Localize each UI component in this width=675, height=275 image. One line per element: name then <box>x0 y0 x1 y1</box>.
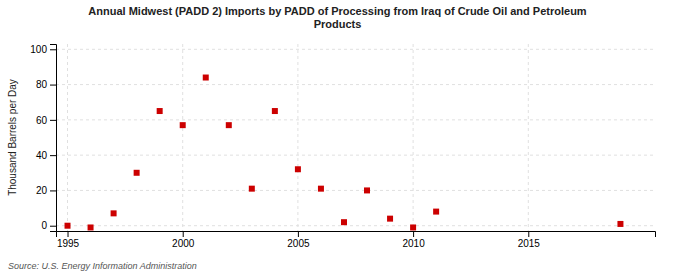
x-tick-label: 2005 <box>287 238 310 249</box>
point <box>88 224 94 230</box>
y-tick-label: 40 <box>36 150 48 161</box>
y-tick: 80 <box>36 79 56 90</box>
point <box>226 122 232 128</box>
point <box>157 108 163 114</box>
plot: 1995 2000 2005 2010 2015 0 20 40 60 80 100 Thousand… <box>7 44 656 249</box>
x-tick-mark <box>298 231 299 237</box>
grid <box>56 44 655 231</box>
x-tick-mark <box>68 231 69 237</box>
grid-line-y <box>56 155 655 156</box>
y-tick-mark <box>50 120 56 121</box>
y-tick-label: 20 <box>36 185 48 196</box>
point <box>111 210 117 216</box>
y-tick: 0 <box>41 220 56 231</box>
x-tick: 2005 <box>287 231 310 249</box>
grid-line-x <box>67 44 68 231</box>
x-axis-line <box>57 232 656 238</box>
x-tick-mark <box>528 231 529 237</box>
grid-line-x <box>528 44 529 231</box>
points <box>65 75 624 231</box>
y-tick-label: 100 <box>30 44 47 55</box>
point <box>341 219 347 225</box>
y-tick: 20 <box>36 185 56 196</box>
grid-line-y <box>56 119 655 120</box>
point <box>318 186 324 192</box>
y-axis-title: Thousand Barrels per Day <box>7 79 18 196</box>
point <box>295 166 301 172</box>
x-tick-mark <box>413 231 414 237</box>
grid-line-x <box>182 44 183 231</box>
title: Annual Midwest (PADD 2) Imports by PADD … <box>88 5 587 30</box>
y-tick-label: 60 <box>36 115 48 126</box>
y-tick-mark <box>50 190 56 191</box>
point <box>134 170 140 176</box>
y-tick-mark <box>50 49 56 50</box>
point <box>249 186 255 192</box>
point <box>203 75 209 81</box>
y-tick-mark <box>50 155 56 156</box>
y-tick-mark <box>50 226 56 227</box>
x-tick-label: 1995 <box>57 238 80 249</box>
x-tick-label: 2015 <box>518 238 541 249</box>
y-tick-label: 0 <box>41 220 47 231</box>
x-tick: 2015 <box>518 231 541 249</box>
point <box>410 224 416 230</box>
point <box>387 216 393 222</box>
grid-line-y <box>56 190 655 191</box>
x-tick-label: 2000 <box>172 238 195 249</box>
title-line: Products <box>314 18 362 30</box>
title-line: Annual Midwest (PADD 2) Imports by PADD … <box>88 5 587 17</box>
y-tick: 40 <box>36 150 56 161</box>
y-tick: 100 <box>30 44 56 55</box>
y-axis: 0 20 40 60 80 100 <box>30 44 56 232</box>
y-tick-label: 80 <box>36 79 48 90</box>
grid-line-x <box>413 44 414 231</box>
x-tick: 1995 <box>57 231 80 249</box>
point <box>180 122 186 128</box>
grid-line-y <box>56 49 655 50</box>
x-tick-mark <box>183 231 184 237</box>
point <box>272 108 278 114</box>
grid-line-x <box>297 44 298 231</box>
x-tick: 2000 <box>172 231 195 249</box>
x-axis: 1995 2000 2005 2010 2015 <box>57 231 656 249</box>
chart: Annual Midwest (PADD 2) Imports by PADD … <box>0 0 675 275</box>
point <box>617 221 623 227</box>
x-tick-label: 2010 <box>402 238 425 249</box>
annotation: Source: U.S. Energy Information Administ… <box>8 261 197 271</box>
grid-line-y <box>56 225 655 226</box>
grid-line-y <box>56 84 655 85</box>
y-axis-line <box>50 45 57 232</box>
x-tick: 2010 <box>402 231 425 249</box>
point <box>65 223 71 229</box>
y-tick-mark <box>50 85 56 86</box>
y-tick: 60 <box>36 115 56 126</box>
point <box>364 187 370 193</box>
point <box>433 209 439 215</box>
